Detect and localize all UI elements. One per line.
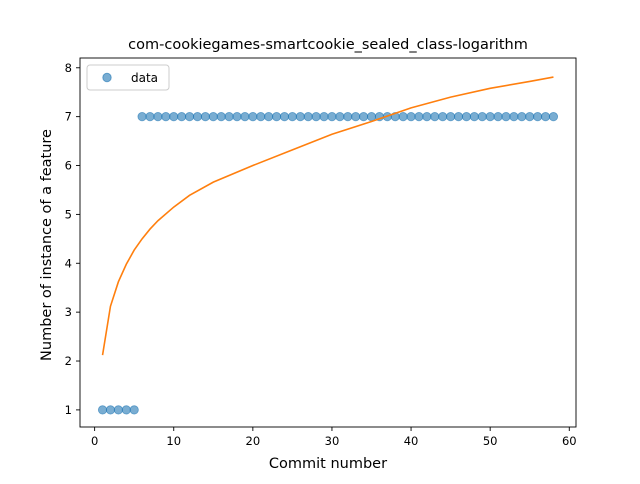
data-point	[224, 112, 234, 122]
data-point	[113, 405, 123, 415]
data-point	[200, 112, 210, 122]
y-tick-label: 2	[65, 354, 72, 368]
y-tick-label: 5	[65, 207, 72, 221]
data-point	[279, 112, 290, 122]
x-tick-label: 30	[325, 434, 340, 448]
data-point	[161, 112, 171, 122]
data-point	[453, 112, 464, 122]
data-point	[477, 112, 487, 122]
data-point	[287, 112, 297, 122]
data-point	[548, 112, 559, 122]
y-tick-label: 6	[65, 159, 72, 173]
data-point	[169, 112, 179, 122]
plot-frame	[79, 57, 577, 428]
data-point	[398, 112, 408, 122]
x-axis-label: Commit number	[269, 456, 387, 472]
data-point	[303, 112, 313, 122]
x-tick-label: 10	[166, 434, 181, 448]
data-point	[461, 112, 472, 122]
data-point	[129, 405, 139, 415]
y-tick-label: 8	[65, 61, 72, 75]
data-point	[137, 112, 147, 122]
data-point	[540, 112, 551, 122]
data-point	[153, 112, 163, 122]
data-point	[121, 405, 131, 415]
data-point	[216, 112, 226, 122]
chart-title: com-cookiegames-smartcookie_sealed_class…	[128, 37, 528, 53]
data-point	[327, 112, 337, 122]
data-point	[509, 112, 519, 122]
legend-box	[86, 64, 170, 91]
data-point	[295, 112, 305, 122]
x-tick-label: 40	[404, 434, 419, 448]
y-axis-label: Number of instance of a feature	[39, 129, 55, 361]
y-tick-label: 1	[65, 403, 72, 417]
y-tick-label: 3	[65, 305, 72, 319]
data-point	[414, 112, 424, 122]
data-point	[501, 112, 511, 122]
data-point	[533, 112, 543, 122]
data-point	[105, 405, 116, 415]
data-point	[517, 112, 527, 122]
data-point	[493, 112, 503, 122]
data-point	[192, 112, 203, 122]
y-tick-label: 4	[65, 256, 72, 270]
data-point	[430, 112, 440, 122]
data-point	[184, 112, 195, 122]
data-point	[358, 112, 369, 122]
data-point	[422, 112, 432, 122]
data-point	[271, 112, 282, 122]
legend-marker	[102, 72, 112, 83]
x-tick-label: 0	[91, 434, 98, 448]
data-point	[248, 112, 258, 122]
data-point	[145, 112, 155, 122]
data-point	[343, 112, 353, 122]
data-point	[264, 112, 274, 122]
data-point	[319, 112, 329, 122]
data-point	[351, 112, 361, 122]
data-point	[446, 112, 456, 122]
data-point	[469, 112, 479, 122]
data-point	[335, 112, 345, 122]
data-point	[366, 112, 377, 122]
data-point	[240, 112, 250, 122]
data-point	[525, 112, 535, 122]
x-tick-label: 60	[562, 434, 577, 448]
data-point	[232, 112, 242, 122]
data-point	[256, 112, 266, 122]
data-point	[97, 405, 108, 415]
data-point	[438, 112, 448, 122]
x-tick-label: 50	[483, 434, 498, 448]
data-point	[406, 112, 416, 122]
x-tick-label: 20	[246, 434, 261, 448]
legend-label: data	[131, 71, 158, 85]
data-point	[208, 112, 218, 122]
data-point	[485, 112, 495, 122]
data-point	[311, 112, 321, 122]
data-point	[177, 112, 187, 122]
fit-line	[101, 76, 554, 356]
y-tick-label: 7	[65, 110, 72, 124]
plot-area: 0 10 20 30 40 50 60 1 2 3 4 5 6 7 8 data	[65, 57, 577, 448]
